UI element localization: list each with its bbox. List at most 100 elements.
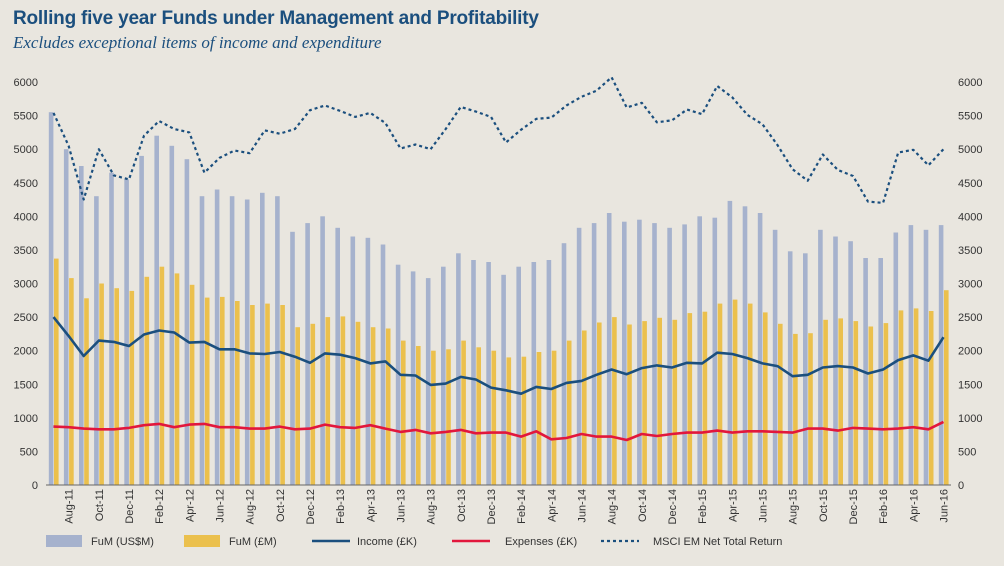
bar-fum-usd [546, 260, 552, 485]
x-tick-label: Feb-12 [154, 489, 166, 524]
bar-fum-gbp [657, 317, 662, 485]
x-tick-label: Feb-14 [516, 489, 528, 524]
bar-fum-gbp [370, 327, 376, 485]
bar-fum-usd [516, 266, 521, 485]
bar-fum-usd [878, 258, 883, 485]
bar-fum-usd [139, 155, 144, 485]
y-tick-label: 3500 [14, 245, 38, 257]
x-tick-label: Aug-15 [788, 489, 800, 524]
y2-tick-label: 2500 [958, 312, 982, 324]
bar-fum-usd [275, 196, 280, 485]
x-tick-label: Apr-12 [184, 489, 196, 522]
y-tick-label: 500 [20, 446, 38, 458]
bar-fum-usd [772, 229, 778, 485]
bar-fum-usd [848, 241, 853, 485]
bar-fum-gbp [506, 357, 512, 485]
y-tick-label: 0 [32, 480, 38, 492]
bar-fum-usd [561, 243, 567, 485]
bar-layer [48, 112, 949, 486]
legend-swatch-fum-gbp [184, 535, 220, 547]
bar-fum-usd [335, 227, 340, 486]
chart-title: Rolling five year Funds under Management… [13, 8, 539, 29]
bar-fum-gbp [672, 319, 678, 485]
bar-fum-gbp [265, 303, 270, 485]
x-tick-label: Dec-15 [848, 489, 860, 524]
x-tick-label: Feb-16 [878, 489, 890, 524]
bar-fum-usd [938, 225, 944, 485]
x-tick-label: Jun-13 [396, 489, 408, 523]
axes-layer: 0500100015002000250030003500400045005000… [14, 77, 983, 524]
y-tick-label: 4500 [14, 178, 38, 190]
x-tick-label: Jun-16 [939, 489, 951, 523]
bar-fum-gbp [461, 340, 466, 485]
bar-fum-gbp [687, 313, 693, 485]
bar-fum-gbp [823, 319, 828, 485]
bar-fum-gbp [793, 333, 798, 485]
x-tick-label: Feb-13 [335, 489, 347, 524]
y-tick-label: 2500 [14, 312, 38, 324]
bar-fum-usd [94, 196, 99, 485]
bar-fum-gbp [582, 330, 587, 485]
bar-fum-usd [350, 236, 356, 485]
bar-fum-gbp [401, 340, 406, 485]
bar-fum-gbp [898, 310, 904, 485]
bar-fum-gbp [250, 305, 255, 485]
x-tick-label: Oct-11 [94, 489, 106, 521]
bar-fum-gbp [129, 290, 135, 485]
y-tick-label: 3000 [14, 279, 38, 291]
x-tick-label: Oct-15 [818, 489, 830, 522]
x-tick-label: Oct-13 [456, 489, 468, 522]
bar-fum-gbp [159, 266, 165, 485]
bar-fum-usd [169, 145, 175, 486]
bar-fum-gbp [144, 276, 150, 485]
bar-fum-gbp [808, 333, 813, 485]
y2-tick-label: 5500 [958, 111, 982, 123]
y2-tick-label: 4500 [958, 178, 982, 190]
bar-fum-gbp [763, 312, 768, 485]
bar-fum-usd [154, 135, 159, 485]
bar-fum-usd [214, 189, 220, 485]
bar-fum-usd [260, 192, 265, 486]
bar-fum-gbp [597, 322, 602, 485]
bar-fum-gbp [325, 317, 331, 485]
x-tick-label: Aug-12 [245, 489, 257, 524]
bar-fum-gbp [476, 347, 481, 485]
bar-fum-usd [410, 271, 416, 485]
y-tick-label: 5000 [14, 144, 38, 156]
y2-tick-label: 0 [958, 480, 964, 492]
bar-fum-usd [712, 217, 718, 485]
y2-tick-label: 6000 [958, 77, 982, 89]
bar-fum-usd [471, 260, 476, 485]
bar-fum-usd [576, 227, 582, 486]
y2-tick-label: 2000 [958, 346, 982, 358]
bar-fum-usd [380, 244, 386, 485]
bar-fum-gbp [732, 299, 738, 485]
line-msci [52, 76, 945, 204]
bar-fum-gbp [551, 350, 557, 485]
bar-fum-usd [456, 253, 461, 485]
bar-fum-gbp [853, 321, 859, 485]
bar-fum-gbp [235, 301, 240, 485]
legend-label: MSCI EM Net Total Return [653, 536, 782, 548]
bar-fum-gbp [355, 321, 361, 485]
y2-tick-label: 3000 [958, 279, 982, 291]
y-tick-label: 2000 [14, 346, 38, 358]
x-tick-label: Aug-11 [64, 489, 76, 524]
bar-fum-usd [199, 196, 205, 485]
bar-fum-gbp [747, 303, 753, 485]
y-tick-label: 4000 [14, 211, 38, 223]
bar-fum-gbp [69, 278, 74, 485]
bar-fum-gbp [99, 283, 104, 485]
bar-fum-gbp [913, 308, 919, 485]
legend-label: FuM (US$M) [91, 536, 154, 548]
legend-label: Income (£K) [357, 536, 417, 548]
bar-fum-usd [109, 172, 114, 485]
y2-tick-label: 4000 [958, 211, 982, 223]
y2-tick-label: 3500 [958, 245, 982, 257]
bar-fum-gbp [310, 323, 316, 485]
legend-label: Expenses (£K) [505, 536, 577, 548]
bar-fum-gbp [220, 296, 225, 485]
bar-fum-usd [486, 262, 491, 485]
bar-fum-gbp [340, 316, 346, 485]
